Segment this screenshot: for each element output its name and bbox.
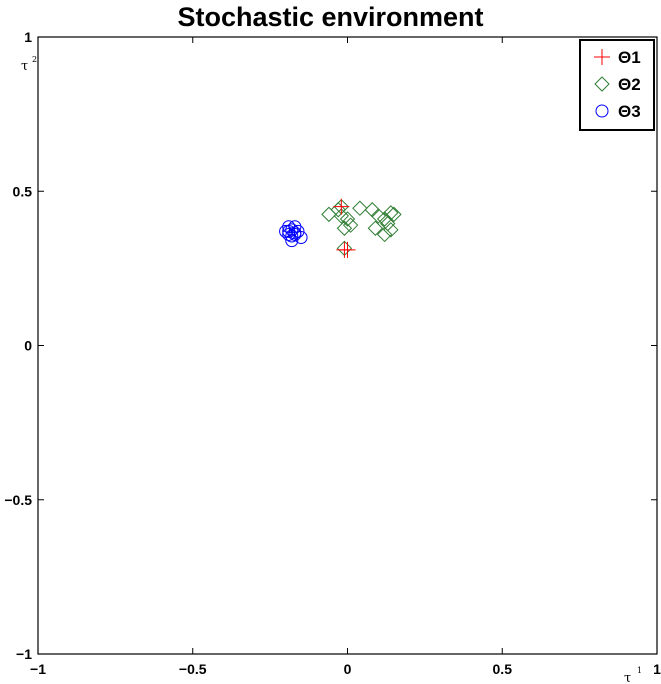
data-point-diamond [352, 200, 368, 216]
x-tick-label: 0 [344, 661, 352, 677]
data-point-diamond [376, 226, 393, 243]
y-tick-label: 0 [24, 338, 32, 354]
legend-label: Θ2 [618, 75, 641, 94]
legend-marker-diamond [594, 76, 610, 92]
y-tick-label: −1 [16, 646, 32, 662]
x-axis-label: τ [624, 671, 631, 684]
legend-label: Θ1 [618, 48, 641, 67]
data-point-plus [339, 241, 356, 258]
data-point-circle [285, 234, 299, 248]
x-tick-label: 0.5 [493, 661, 513, 677]
data-point-circle [288, 227, 302, 241]
legend-box [579, 39, 655, 131]
data-point-circle [294, 231, 308, 245]
data-point-diamond [330, 202, 346, 218]
y-tick-label: 1 [24, 29, 32, 45]
data-point-diamond [339, 211, 356, 227]
data-point-diamond [321, 206, 337, 223]
data-point-diamond [383, 222, 399, 238]
y-tick-label: −0.5 [4, 492, 32, 508]
y-tick-label: 0.5 [13, 183, 33, 199]
chart-title: Stochastic environment [177, 2, 484, 32]
data-point-diamond [367, 220, 384, 236]
legend-marker-circle [595, 104, 609, 118]
data-point-diamond [386, 206, 402, 223]
plot-frame [37, 36, 658, 655]
data-point-circle [291, 224, 305, 238]
data-point-circle [285, 223, 299, 237]
legend-marker-plus [594, 49, 610, 65]
x-tick-label: 1 [653, 661, 661, 677]
data-point-diamond [336, 220, 353, 236]
x-tick-label: −0.5 [179, 661, 207, 677]
y-axis-label-sup: 2 [32, 55, 37, 64]
x-tick-label: −1 [30, 661, 46, 677]
data-point-diamond [383, 205, 399, 221]
x-axis-label-sup: 1 [637, 666, 642, 675]
legend-label: Θ3 [618, 102, 641, 121]
y-axis-label: τ [21, 59, 28, 74]
data-point-plus [333, 198, 350, 215]
data-point-circle [282, 224, 296, 238]
data-point-diamond [342, 217, 359, 233]
